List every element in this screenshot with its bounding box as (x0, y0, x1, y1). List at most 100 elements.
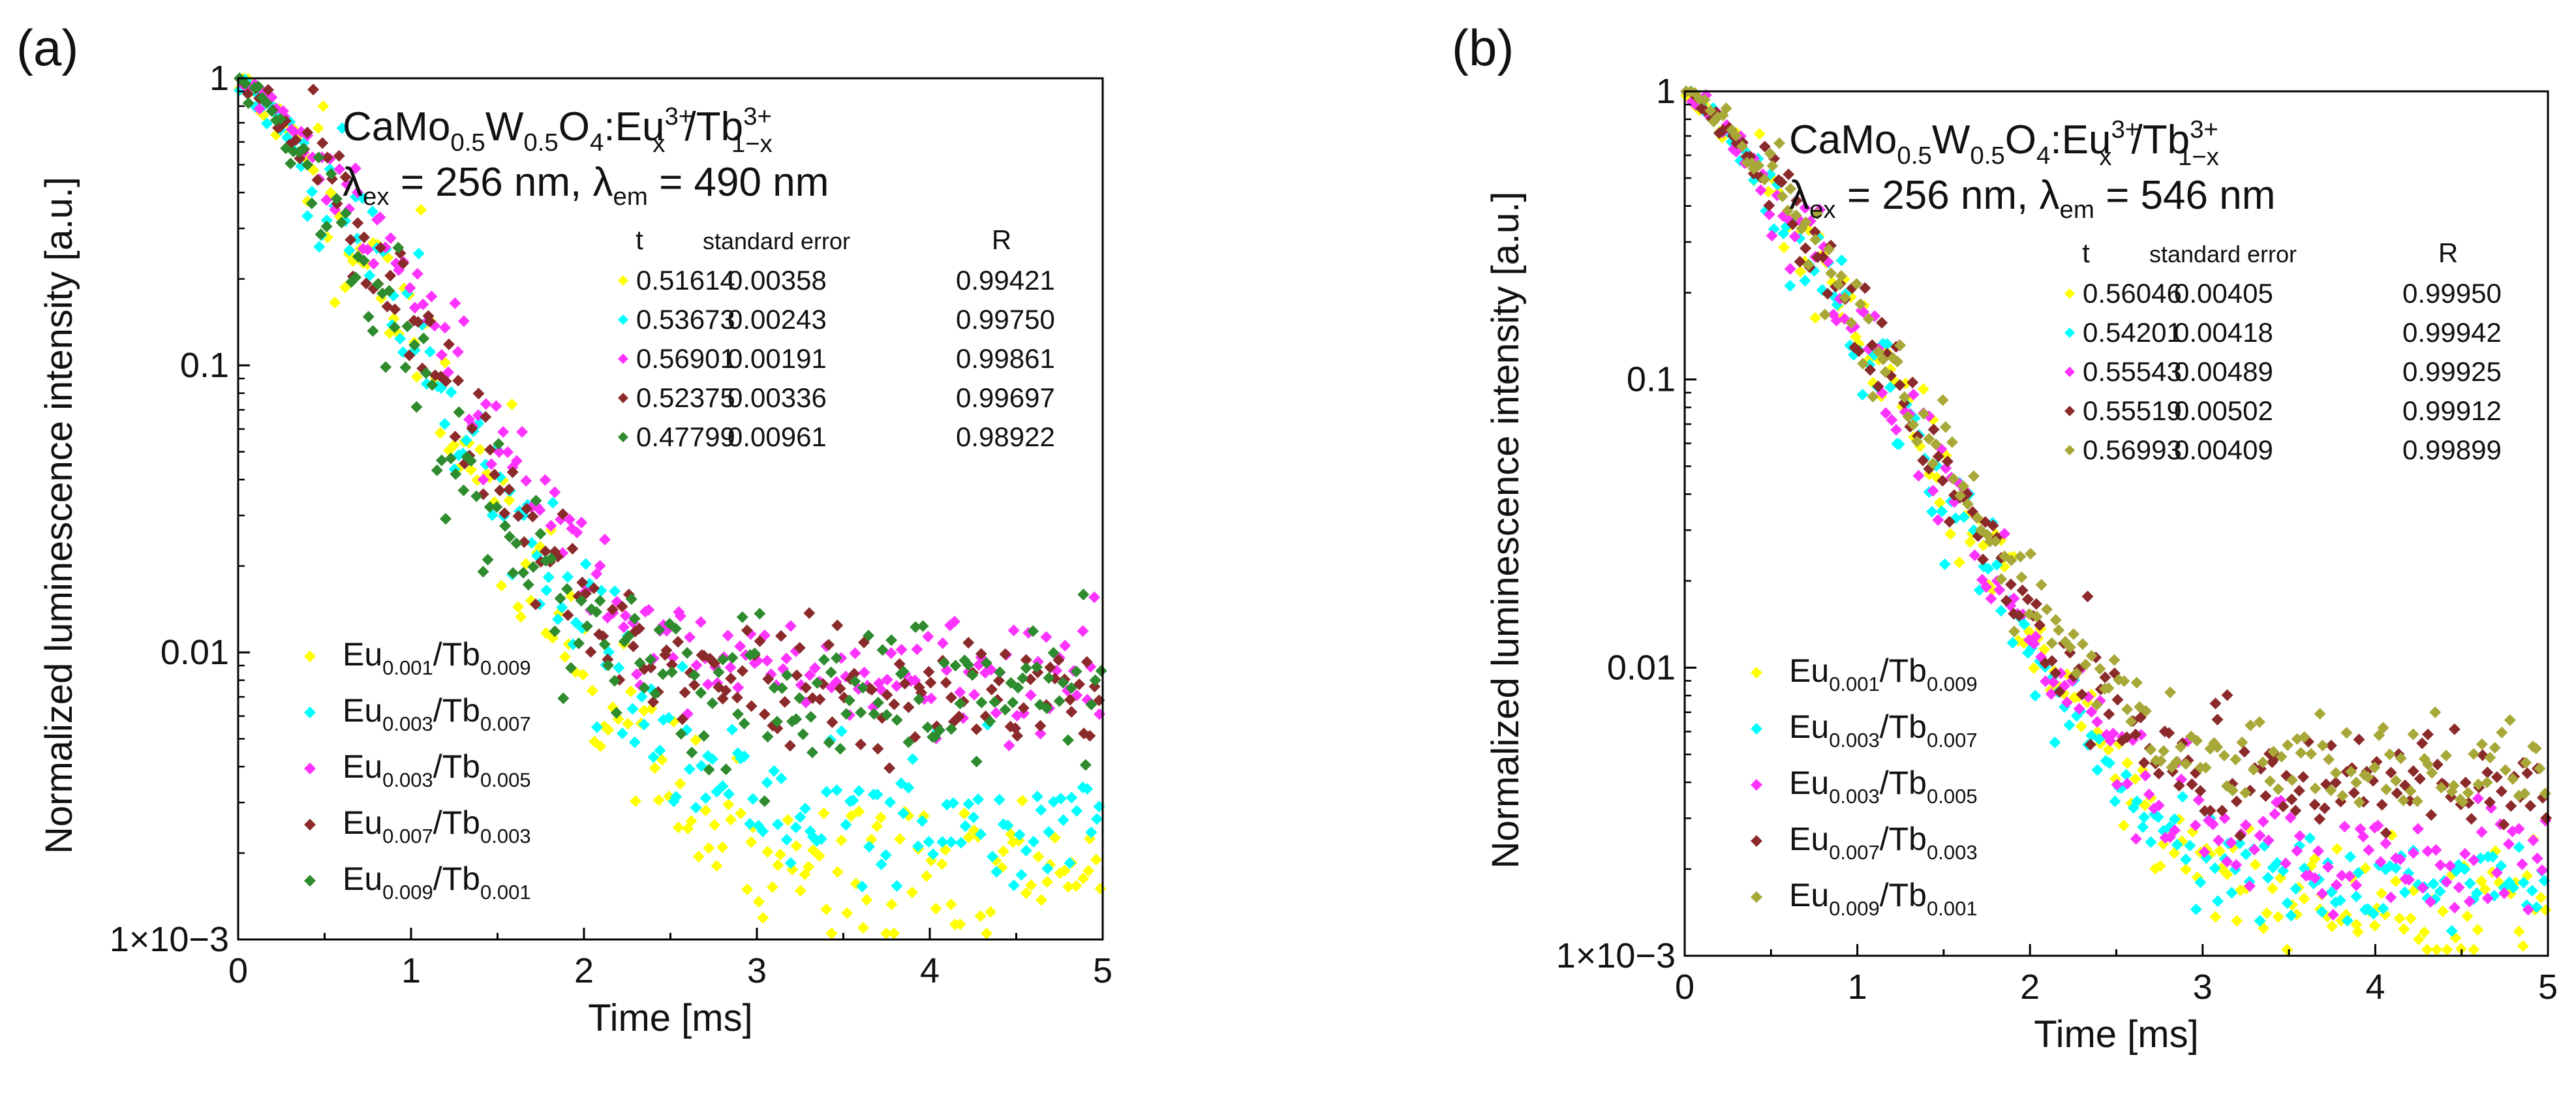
data-point (2357, 831, 2369, 843)
data-point (506, 398, 518, 410)
data-point (2091, 716, 2104, 728)
table-cell-r: 0.99912 (2402, 395, 2502, 426)
data-point (439, 322, 451, 334)
data-point (885, 647, 897, 660)
data-point (962, 831, 975, 844)
data-point (540, 584, 553, 596)
data-point (2091, 764, 2104, 776)
data-point (2535, 891, 2547, 904)
data-point (1720, 102, 1732, 114)
data-point (367, 258, 380, 270)
data-point (311, 174, 324, 186)
data-point (2441, 943, 2453, 956)
data-point (493, 446, 505, 458)
data-point (2407, 728, 2419, 740)
data-point (880, 849, 892, 861)
data-point (628, 613, 641, 625)
data-point (2269, 808, 2281, 820)
data-point (1085, 698, 1097, 710)
data-point (818, 654, 830, 666)
data-point (453, 406, 465, 418)
data-point (1856, 388, 1869, 401)
data-point (2247, 763, 2260, 776)
data-point (2513, 841, 2525, 853)
data-point (362, 311, 375, 323)
data-point (2104, 757, 2116, 769)
x-tick-label: 5 (1093, 951, 1112, 990)
data-point (906, 886, 919, 898)
data-point (1811, 207, 1824, 220)
data-point (741, 624, 753, 637)
data-point (1802, 258, 1815, 271)
data-point (1943, 515, 1955, 528)
data-point (435, 349, 448, 361)
data-point (1947, 472, 1959, 485)
data-point (530, 598, 542, 611)
table-cell-error: 0.00502 (2174, 395, 2273, 426)
data-point (417, 298, 429, 311)
data-point (883, 762, 896, 774)
data-point (698, 730, 710, 742)
data-point (599, 534, 611, 545)
data-point (2028, 662, 2040, 675)
data-point (2513, 823, 2525, 835)
data-point (465, 464, 477, 476)
table-cell-t: 0.47799 (636, 421, 735, 452)
data-point (778, 695, 791, 708)
data-point (442, 366, 454, 378)
data-point (1776, 191, 1788, 203)
data-point (857, 922, 869, 934)
data-point (384, 232, 397, 244)
data-point (1017, 672, 1029, 684)
data-point (2016, 571, 2028, 583)
chart-title: CaMo0.5W0.5O4:Eu3+ x/Tb3+ 1−x (343, 102, 773, 158)
data-point (2462, 787, 2474, 799)
data-point (306, 185, 318, 198)
data-point (754, 607, 766, 620)
data-point (666, 666, 678, 679)
data-point (2221, 868, 2233, 881)
data-point (849, 647, 861, 660)
data-point (1929, 438, 1942, 451)
data-point (2416, 737, 2429, 750)
data-point (2209, 862, 2221, 874)
data-point (845, 810, 857, 822)
series-1 (1680, 89, 2552, 956)
data-point (349, 162, 361, 175)
data-point (491, 501, 503, 513)
data-point (339, 207, 352, 219)
data-point (563, 513, 575, 526)
data-point (2527, 834, 2539, 846)
legend-entry: Eu0.007/Tb0.003 (343, 804, 531, 847)
data-point (913, 693, 925, 705)
data-point (2046, 655, 2058, 667)
data-point (745, 836, 758, 848)
data-point (2476, 738, 2488, 750)
data-point (2376, 887, 2387, 900)
data-point (2061, 696, 2073, 709)
data-point (953, 710, 965, 723)
data-point (1032, 851, 1045, 863)
data-point (2499, 764, 2511, 776)
data-point (2238, 746, 2250, 758)
data-point (2194, 876, 2207, 889)
data-point (2130, 728, 2142, 740)
data-point (881, 689, 893, 701)
data-point (503, 483, 515, 496)
data-point (1902, 410, 1914, 423)
data-point (894, 833, 906, 846)
data-point (2425, 896, 2436, 908)
data-point (360, 277, 373, 290)
data-point (2530, 742, 2542, 755)
data-point (813, 849, 825, 862)
data-point (1927, 485, 1939, 497)
data-point (672, 821, 684, 834)
data-point (1835, 254, 1848, 267)
data-point (288, 126, 301, 138)
data-point (662, 712, 675, 724)
data-point (2076, 638, 2089, 650)
data-point (1800, 242, 1812, 254)
data-point (780, 652, 793, 665)
data-point (945, 692, 957, 704)
data-point (2484, 752, 2496, 764)
